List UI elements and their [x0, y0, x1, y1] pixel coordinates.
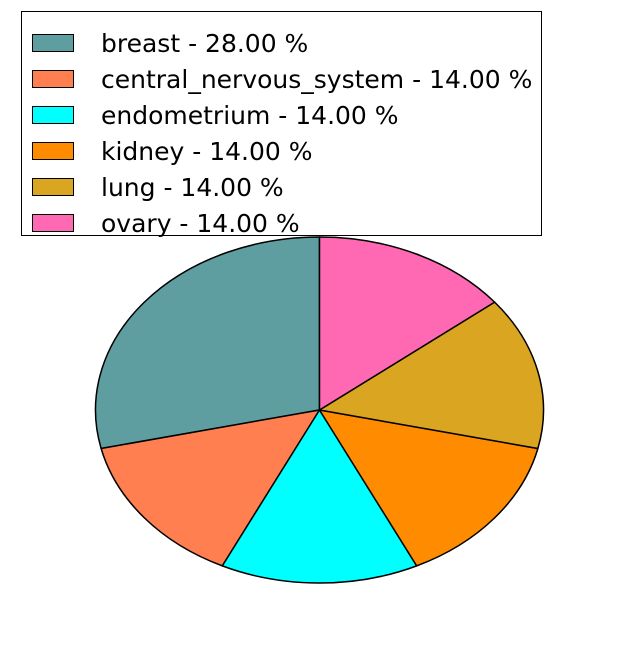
- legend-label-central_nervous_system: central_nervous_system - 14.00 %: [101, 64, 533, 94]
- legend-item-lung: lung - 14.00 %: [22, 169, 541, 205]
- pie-slices-group: [94, 236, 545, 584]
- pie-slice-lung: [318, 301, 545, 450]
- legend-swatch-kidney: [32, 142, 74, 160]
- legend-swatch-breast: [32, 34, 74, 52]
- legend-label-kidney: kidney - 14.00 %: [101, 136, 313, 166]
- legend: breast - 28.00 % central_nervous_system -…: [21, 11, 542, 236]
- legend-item-central_nervous_system: central_nervous_system - 14.00 %: [22, 61, 541, 97]
- pie-slice-central_nervous_system: [100, 409, 321, 567]
- pie-slice-kidney: [318, 409, 539, 567]
- legend-item-breast: breast - 28.00 %: [22, 25, 541, 61]
- legend-swatch-endometrium: [32, 106, 74, 124]
- legend-label-lung: lung - 14.00 %: [101, 172, 284, 202]
- legend-swatch-lung: [32, 178, 74, 196]
- pie-slice-ovary: [318, 236, 496, 411]
- pie-slice-endometrium: [221, 409, 418, 584]
- pie-slice-breast: [94, 236, 321, 450]
- legend-item-endometrium: endometrium - 14.00 %: [22, 97, 541, 133]
- legend-label-ovary: ovary - 14.00 %: [101, 208, 300, 238]
- legend-item-kidney: kidney - 14.00 %: [22, 133, 541, 169]
- legend-swatch-central_nervous_system: [32, 70, 74, 88]
- legend-label-breast: breast - 28.00 %: [101, 28, 309, 58]
- legend-item-ovary: ovary - 14.00 %: [22, 205, 541, 241]
- legend-label-endometrium: endometrium - 14.00 %: [101, 100, 399, 130]
- legend-swatch-ovary: [32, 214, 74, 232]
